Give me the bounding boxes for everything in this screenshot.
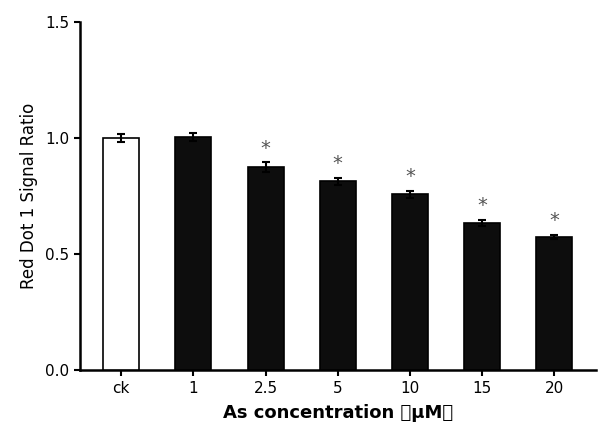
- Text: *: *: [477, 197, 487, 215]
- Text: *: *: [333, 154, 343, 173]
- Text: *: *: [405, 167, 415, 186]
- Bar: [320, 181, 356, 370]
- Bar: [464, 223, 500, 370]
- Y-axis label: Red Dot 1 Signal Ratio: Red Dot 1 Signal Ratio: [20, 103, 38, 289]
- Bar: [536, 237, 572, 370]
- Text: *: *: [549, 211, 559, 230]
- Bar: [392, 194, 428, 370]
- Text: *: *: [260, 139, 271, 157]
- Bar: [176, 137, 211, 370]
- Bar: [103, 138, 139, 370]
- Bar: [247, 167, 284, 370]
- X-axis label: As concentration （μM）: As concentration （μM）: [223, 404, 453, 422]
